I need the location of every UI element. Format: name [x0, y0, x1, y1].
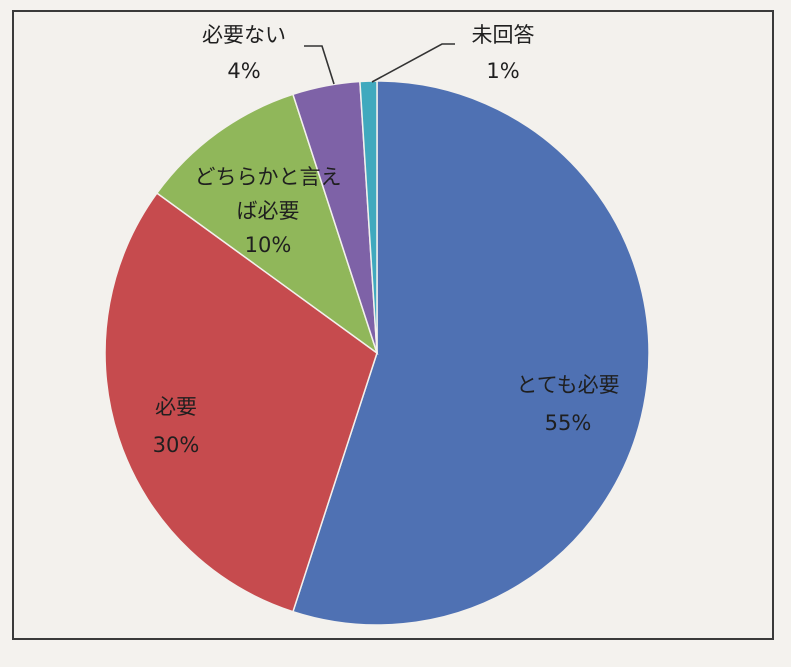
- slice-labels: とても必要 55% 必要 30% どちらかと言えば必要 10% 必要ない 4% 未回答 1%: [153, 23, 620, 457]
- slice-label-line: どちらかと言え: [195, 165, 342, 189]
- slice-label-line: 必要: [155, 395, 197, 419]
- slice-label-4: 未回答 1%: [472, 23, 535, 83]
- slice-label-line: 10%: [245, 233, 292, 257]
- slice-label-line: 30%: [153, 433, 200, 457]
- slice-label-line: 必要ない: [202, 23, 286, 47]
- slice-label-line: 1%: [486, 59, 519, 83]
- pie-slices: [104, 80, 650, 626]
- leader-line-3: [304, 45, 335, 85]
- slice-label-line: とても必要: [516, 373, 619, 397]
- slice-label-line: ば必要: [237, 199, 300, 223]
- slice-2: [155, 93, 379, 355]
- leader-lines: [304, 43, 455, 85]
- slice-label-2: どちらかと言えば必要 10%: [195, 165, 342, 257]
- slice-4: [359, 80, 378, 354]
- slice-label-line: 未回答: [472, 23, 535, 47]
- slice-label-0: とても必要 55%: [516, 373, 619, 435]
- slice-label-line: 4%: [227, 59, 260, 83]
- slice-label-1: 必要 30%: [153, 395, 200, 457]
- slice-1: [104, 192, 378, 613]
- slice-0: [292, 80, 650, 626]
- leader-line-4: [371, 43, 455, 83]
- slice-label-3: 必要ない 4%: [202, 23, 286, 83]
- slice-label-line: 55%: [545, 411, 592, 435]
